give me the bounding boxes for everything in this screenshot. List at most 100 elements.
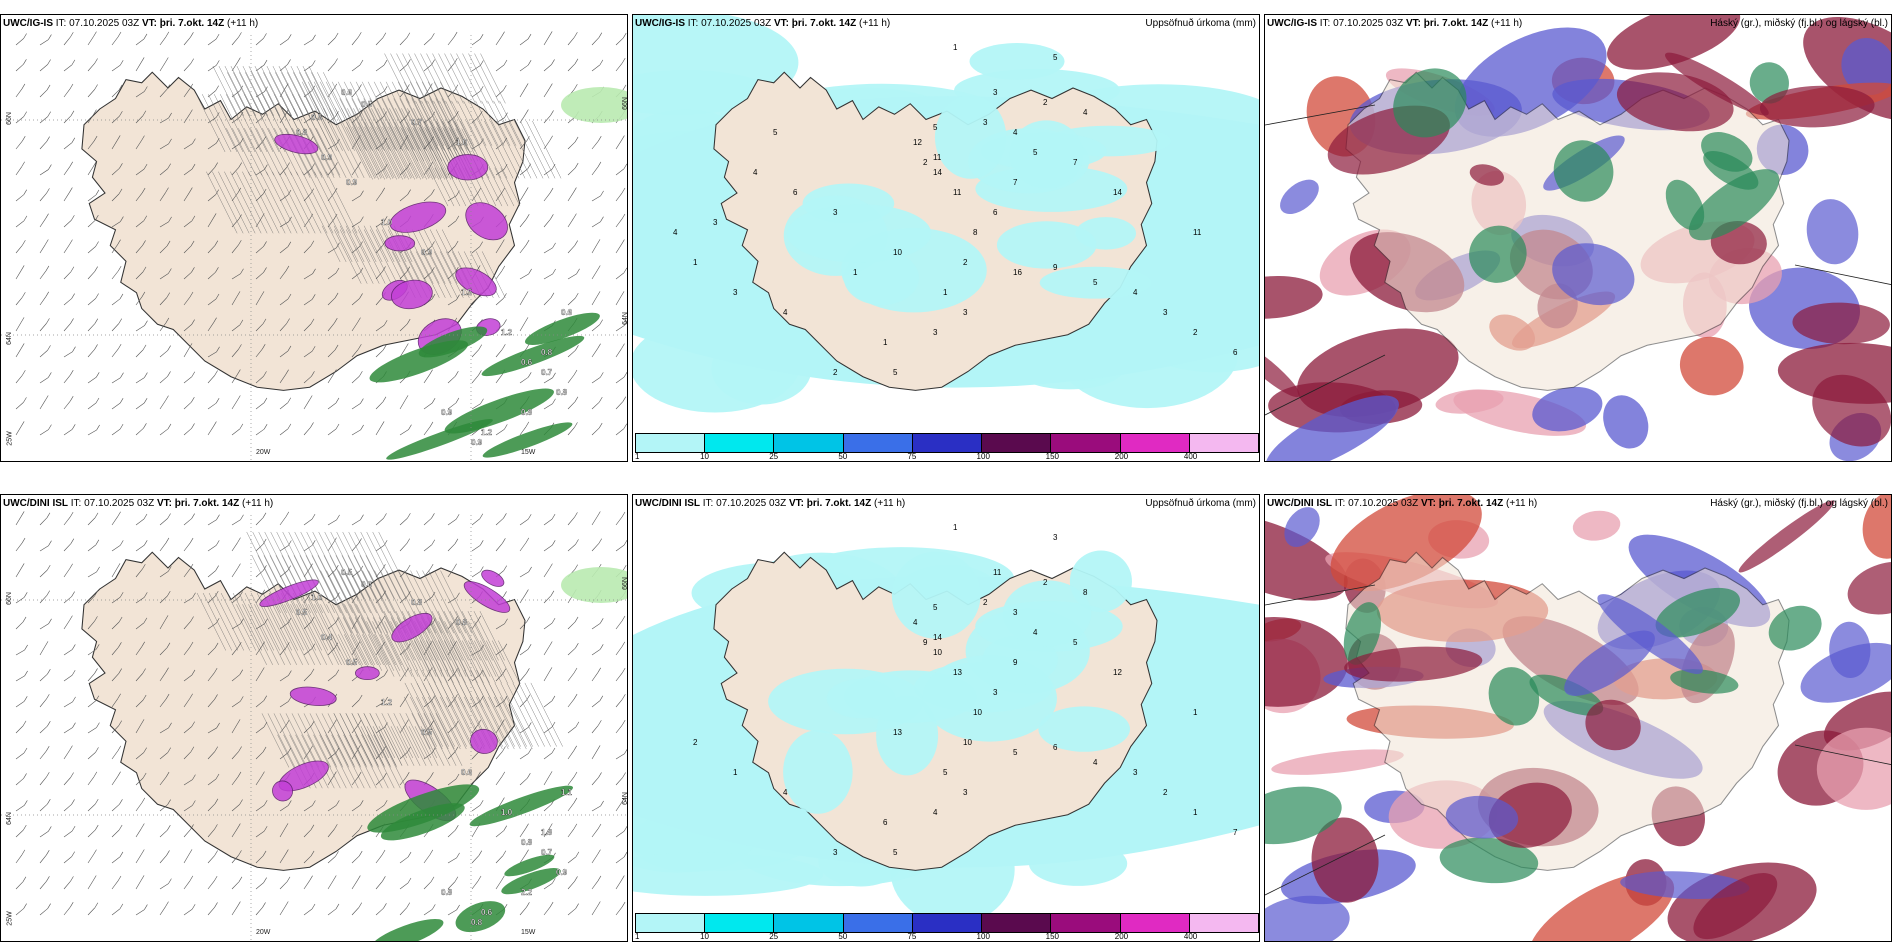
wind-barb-feather [454,746,459,753]
valid-time: þri. 7.okt. 14Z [1423,18,1489,29]
wind-barb [327,63,335,72]
hatch-line [368,570,401,634]
magenta-cell [470,728,498,754]
cloud-blob-top [1469,164,1505,186]
wind-barb-feather [334,58,338,64]
wind-barb-feather [94,798,99,805]
wind-barb-feather [165,537,170,544]
wind-barb [63,777,71,786]
colorbar-labels: 1 10 25 50 75 100 150 200 400 [635,452,1257,461]
wind-barb [615,376,625,384]
wind-barb [87,166,94,176]
wind-barb-feather [527,372,532,378]
wind-barb [567,517,575,526]
wind-barb-feather [527,60,532,66]
hatch-line [325,734,353,789]
wind-barb [87,829,96,838]
wind-barb [183,245,192,254]
wind-barb-feather [119,398,124,404]
wind-barb-feather [189,83,194,89]
wind-barb-feather [526,668,530,674]
wind-barb-feather [22,370,26,376]
wind-barb-feather [191,513,195,519]
hatch-line [326,171,358,234]
wind-barb-feather [333,369,337,375]
wind-barb [159,752,168,760]
wind-barb [375,805,385,812]
wind-barb [495,90,504,98]
wind-barb-feather [453,641,457,647]
value-label: 1.8 [541,828,553,837]
cloud-blob-top [1469,225,1527,283]
wind-barb [591,141,599,150]
wind-barb-feather [407,591,411,597]
wind-barb-feather [95,539,100,545]
wind-barb [207,117,217,124]
wind-barb [111,750,119,760]
wind-barb [135,168,145,176]
wind-barb [39,377,49,384]
wind-barb [543,140,550,150]
hatch-line [308,171,340,234]
it-label: IT: [702,498,714,509]
wind-barb-feather [93,109,97,115]
hatch-line [323,555,353,614]
wind-barb-feather [597,823,602,830]
hatch-line [420,53,446,104]
projection-line [1265,834,1386,896]
hatch-line [387,713,415,766]
wind-barb [135,646,142,656]
panel-2: UWC/IG-IS IT: 07.10.2025 03Z VT: þri. 7.… [1264,14,1892,462]
map-canvas: 0.50.60.80.81.00.50.40.51.20.50.60.80.70… [1,511,627,941]
wind-barb-feather [360,424,364,431]
wind-barb [39,803,48,812]
wind-barb [231,428,241,436]
wind-barb-feather [168,566,172,572]
wind-barb [135,38,145,46]
wind-barb [519,219,527,228]
hatch-line [492,640,514,684]
wind-barb-feather [502,344,506,350]
wind-barb-feather [20,511,25,517]
lat-label: 64N [5,332,13,345]
hatch-line [351,98,378,150]
wind-barb [471,880,479,890]
wind-barb [591,880,599,890]
wind-barb [39,831,49,838]
wind-barb [279,270,287,280]
wind-barb-feather [550,292,555,298]
wind-barb [39,429,49,436]
wind-barb-feather [406,32,411,38]
wind-barb-feather [504,112,508,118]
wind-barb [135,115,144,124]
wind-barb [135,597,145,604]
wind-barb [399,543,407,552]
colorbar-label: 100 [976,932,990,941]
wind-barb [87,36,94,46]
wind-barb-feather [237,395,241,401]
wind-barb [135,854,142,864]
wind-barb [39,169,49,176]
wind-barb [135,622,145,630]
hatch-line [336,617,365,671]
wind-barb-feather [94,344,98,350]
cloud-blob-top [1693,873,1778,940]
wind-barb-feather [165,317,170,324]
colorbar-segment [1051,434,1121,452]
wind-barb [447,116,456,124]
wind-barb [471,192,479,202]
wind-barb [303,648,313,656]
wind-barb-feather [358,84,362,90]
value-label: 0.5 [341,568,353,577]
hatch-line [278,604,309,666]
wind-barb [87,673,95,682]
wind-barb-feather [213,667,218,674]
wind-barb-feather [215,33,220,40]
wind-barb [375,426,382,436]
hatch-line [422,696,449,750]
light-green-patch [561,567,627,603]
value-label: 3 [1013,608,1018,617]
hatch-line [364,126,391,180]
hatch-line [405,98,432,150]
hatch-line [381,229,410,284]
